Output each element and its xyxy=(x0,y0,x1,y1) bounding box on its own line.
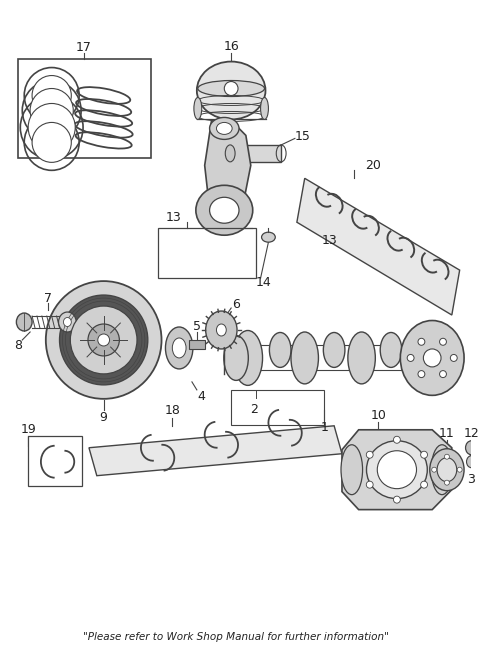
Ellipse shape xyxy=(394,496,400,503)
Bar xyxy=(231,390,324,425)
Ellipse shape xyxy=(198,81,264,96)
Ellipse shape xyxy=(432,467,437,472)
Text: 10: 10 xyxy=(371,409,386,422)
Ellipse shape xyxy=(216,324,226,336)
Text: 13: 13 xyxy=(321,234,337,247)
Text: 20: 20 xyxy=(365,159,381,172)
Ellipse shape xyxy=(225,145,235,162)
Text: 7: 7 xyxy=(44,291,52,304)
Ellipse shape xyxy=(341,445,362,495)
Text: 5: 5 xyxy=(193,319,201,333)
Ellipse shape xyxy=(30,89,73,133)
Ellipse shape xyxy=(28,104,75,152)
Text: 9: 9 xyxy=(100,411,108,424)
Ellipse shape xyxy=(166,327,193,369)
Text: 11: 11 xyxy=(439,427,455,440)
Ellipse shape xyxy=(418,371,425,378)
Ellipse shape xyxy=(63,318,72,327)
Ellipse shape xyxy=(210,197,239,223)
Ellipse shape xyxy=(423,349,441,367)
Ellipse shape xyxy=(233,331,263,385)
Ellipse shape xyxy=(32,75,72,115)
Ellipse shape xyxy=(467,456,476,468)
Text: 8: 8 xyxy=(14,339,23,352)
Text: 2: 2 xyxy=(250,403,258,417)
Ellipse shape xyxy=(437,458,457,482)
Ellipse shape xyxy=(324,333,345,367)
Ellipse shape xyxy=(440,338,446,345)
Ellipse shape xyxy=(205,311,237,349)
Text: 19: 19 xyxy=(20,423,36,436)
Text: 13: 13 xyxy=(166,211,181,224)
Ellipse shape xyxy=(16,313,32,331)
Text: 6: 6 xyxy=(232,298,240,310)
Ellipse shape xyxy=(380,333,402,367)
Text: 12: 12 xyxy=(464,427,480,440)
Ellipse shape xyxy=(224,81,238,96)
Bar xyxy=(189,340,204,349)
Ellipse shape xyxy=(444,480,449,485)
Ellipse shape xyxy=(403,331,432,385)
Ellipse shape xyxy=(394,436,400,443)
Ellipse shape xyxy=(444,454,449,459)
Polygon shape xyxy=(89,426,342,476)
Ellipse shape xyxy=(400,321,464,396)
Text: 3: 3 xyxy=(468,473,475,486)
Bar xyxy=(230,146,281,162)
Ellipse shape xyxy=(420,451,428,459)
Text: 18: 18 xyxy=(164,404,180,417)
Ellipse shape xyxy=(269,333,291,367)
Text: "Please refer to Work Shop Manual for further information": "Please refer to Work Shop Manual for fu… xyxy=(83,632,389,642)
Text: 17: 17 xyxy=(76,41,92,54)
Ellipse shape xyxy=(46,281,162,399)
Ellipse shape xyxy=(418,338,425,345)
Ellipse shape xyxy=(261,98,268,119)
Ellipse shape xyxy=(262,232,276,242)
Ellipse shape xyxy=(420,481,428,488)
Ellipse shape xyxy=(172,338,186,358)
Text: 4: 4 xyxy=(198,390,205,403)
Ellipse shape xyxy=(450,354,457,361)
Ellipse shape xyxy=(98,334,109,346)
Text: 14: 14 xyxy=(256,276,271,289)
Ellipse shape xyxy=(71,306,137,374)
Ellipse shape xyxy=(224,335,248,380)
Ellipse shape xyxy=(348,332,375,384)
Ellipse shape xyxy=(366,481,373,488)
Ellipse shape xyxy=(466,441,477,455)
Ellipse shape xyxy=(216,123,232,134)
Polygon shape xyxy=(342,430,452,510)
Polygon shape xyxy=(297,178,460,315)
Ellipse shape xyxy=(440,371,446,378)
Ellipse shape xyxy=(197,62,265,119)
Ellipse shape xyxy=(430,449,464,491)
Bar xyxy=(157,228,256,278)
Ellipse shape xyxy=(32,123,72,162)
Bar xyxy=(28,436,82,485)
Ellipse shape xyxy=(60,295,148,385)
Ellipse shape xyxy=(407,354,414,361)
Ellipse shape xyxy=(457,467,462,472)
Text: 16: 16 xyxy=(223,40,239,53)
Ellipse shape xyxy=(291,332,318,384)
Ellipse shape xyxy=(59,312,76,332)
Ellipse shape xyxy=(367,441,427,499)
Polygon shape xyxy=(204,121,251,205)
Ellipse shape xyxy=(377,451,417,489)
Ellipse shape xyxy=(431,445,453,495)
Ellipse shape xyxy=(366,451,373,459)
Text: 15: 15 xyxy=(295,130,311,143)
Bar xyxy=(18,58,151,158)
Ellipse shape xyxy=(88,324,120,356)
Text: 1: 1 xyxy=(320,421,328,434)
Ellipse shape xyxy=(196,185,253,236)
Ellipse shape xyxy=(194,98,202,119)
Ellipse shape xyxy=(210,117,239,140)
